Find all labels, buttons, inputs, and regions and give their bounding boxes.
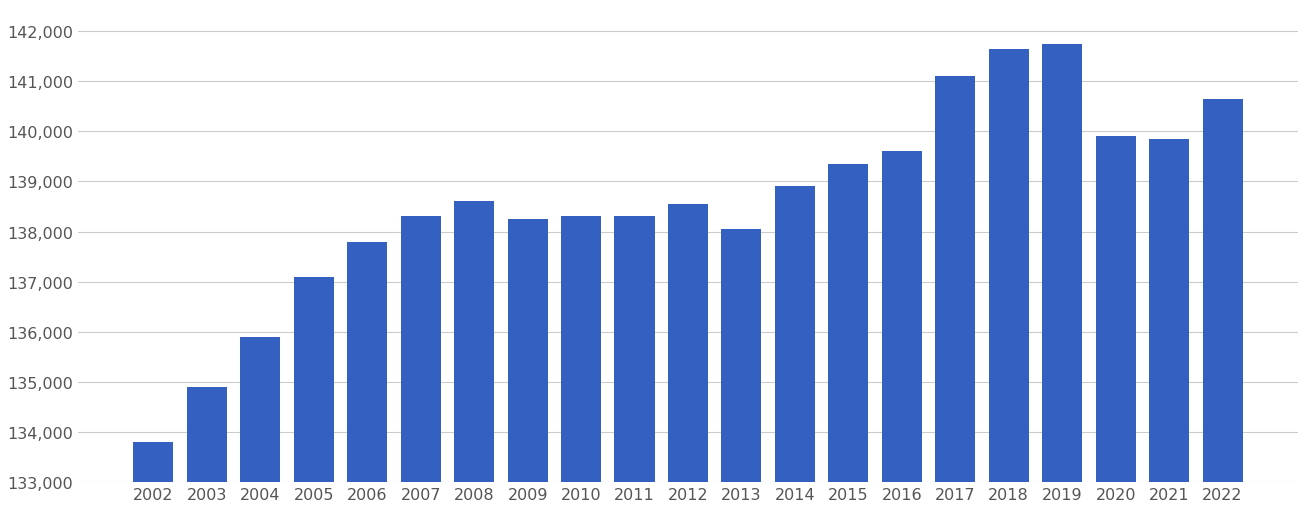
Bar (1148, 139, 1189, 482)
Bar (1202, 99, 1242, 482)
Bar (294, 277, 334, 482)
Bar (561, 217, 602, 482)
Bar (829, 164, 868, 482)
Bar (1043, 44, 1082, 482)
Bar (722, 230, 762, 482)
Bar (240, 337, 281, 482)
Bar (133, 442, 174, 482)
Bar (775, 187, 814, 482)
Bar (187, 387, 227, 482)
Bar (454, 202, 495, 482)
Bar (615, 217, 655, 482)
Bar (401, 217, 441, 482)
Bar (936, 77, 975, 482)
Bar (1096, 137, 1135, 482)
Bar (989, 49, 1028, 482)
Bar (882, 152, 921, 482)
Bar (347, 242, 388, 482)
Bar (668, 205, 709, 482)
Bar (508, 219, 548, 482)
